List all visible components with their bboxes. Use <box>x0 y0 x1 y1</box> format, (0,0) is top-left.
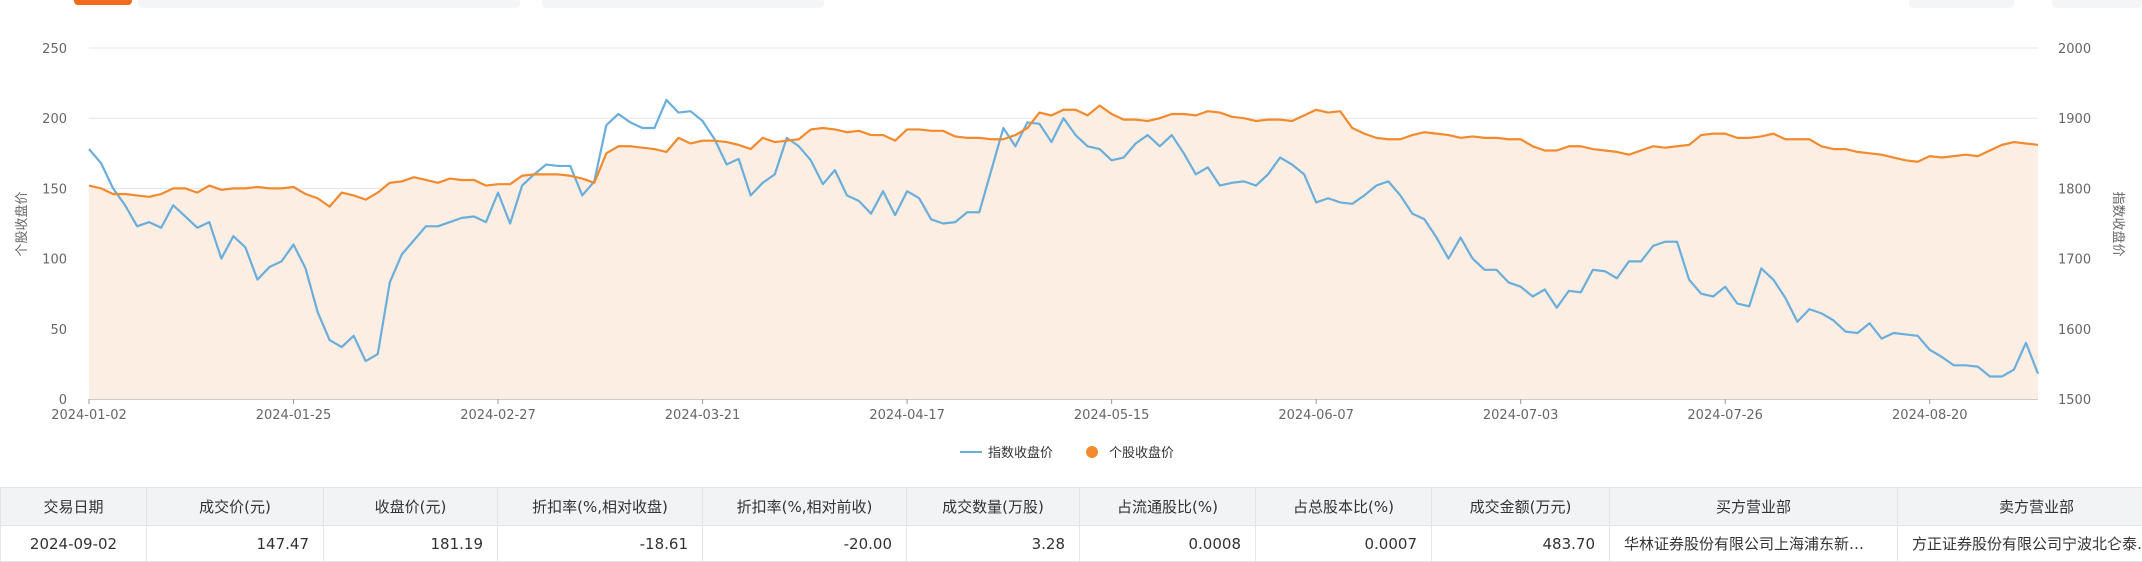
y-axis-label: 个股收盘价 <box>14 191 30 256</box>
y-tick-label: 50 <box>50 323 67 338</box>
table-header: 收盘价(元) <box>324 488 498 526</box>
y-tick-label: 0 <box>59 393 67 408</box>
table-cell: -20.00 <box>703 526 907 562</box>
x-tick-label: 2024-01-25 <box>256 408 332 423</box>
table-cell: 方正证券股份有限公司宁波北仑泰… <box>1898 526 2142 562</box>
table-header: 占流通股比(%) <box>1080 488 1256 526</box>
x-tick-label: 2024-06-07 <box>1278 408 1354 423</box>
table-cell: -18.61 <box>498 526 703 562</box>
table-header: 成交价(元) <box>147 488 324 526</box>
x-tick-label: 2024-01-02 <box>51 408 127 423</box>
table-cell: 483.70 <box>1432 526 1610 562</box>
x-tick-label: 2024-02-27 <box>460 408 536 423</box>
table-cell: 0.0008 <box>1080 526 1256 562</box>
table-header: 卖方营业部 <box>1898 488 2142 526</box>
x-tick-label: 2024-04-17 <box>869 408 945 423</box>
y2-tick-label: 1500 <box>2058 393 2091 408</box>
table-cell: 181.19 <box>324 526 498 562</box>
x-tick-label: 2024-03-21 <box>665 408 741 423</box>
table-cell: 2024-09-02 <box>1 526 147 562</box>
x-tick-label: 2024-07-26 <box>1687 408 1763 423</box>
x-tick-label: 2024-07-03 <box>1483 408 1559 423</box>
x-tick-label: 2024-08-20 <box>1892 408 1968 423</box>
chart: 个股收盘价 指数收盘价 0 50 100 150 200 250 1500 1600 1700 1… <box>0 0 2142 480</box>
table-header: 折扣率(%,相对收盘) <box>498 488 703 526</box>
table-header: 买方营业部 <box>1610 488 1898 526</box>
legend-label: 指数收盘价 <box>988 445 1053 461</box>
y-tick-label: 200 <box>42 112 67 127</box>
table-cell: 华林证券股份有限公司上海浦东新… <box>1610 526 1898 562</box>
table-header: 成交数量(万股) <box>907 488 1080 526</box>
data-table: 交易日期成交价(元)收盘价(元)折扣率(%,相对收盘)折扣率(%,相对前收)成交… <box>0 487 2142 562</box>
table-header: 折扣率(%,相对前收) <box>703 488 907 526</box>
legend-item: 个股收盘价 <box>1086 445 1174 461</box>
y2-tick-label: 2000 <box>2058 42 2091 57</box>
y-tick-label: 150 <box>42 182 67 197</box>
table-header: 成交金额(万元) <box>1432 488 1610 526</box>
y2-tick-label: 1800 <box>2058 182 2091 197</box>
table-header: 交易日期 <box>1 488 147 526</box>
y-tick-label: 250 <box>42 42 67 57</box>
y-tick-label: 100 <box>42 253 67 268</box>
y2-tick-label: 1700 <box>2058 253 2091 268</box>
table-cell: 3.28 <box>907 526 1080 562</box>
legend-item: 指数收盘价 <box>960 445 1053 461</box>
area <box>89 106 2038 399</box>
x-tick-label: 2024-05-15 <box>1074 408 1150 423</box>
table-cell: 147.47 <box>147 526 324 562</box>
legend-marker <box>1086 446 1098 458</box>
table-cell: 0.0007 <box>1256 526 1432 562</box>
y2-axis-label: 指数收盘价 <box>2110 191 2126 256</box>
y2-tick-label: 1900 <box>2058 112 2091 127</box>
table-header: 占总股本比(%) <box>1256 488 1432 526</box>
y2-tick-label: 1600 <box>2058 323 2091 338</box>
legend-label: 个股收盘价 <box>1109 445 1174 461</box>
